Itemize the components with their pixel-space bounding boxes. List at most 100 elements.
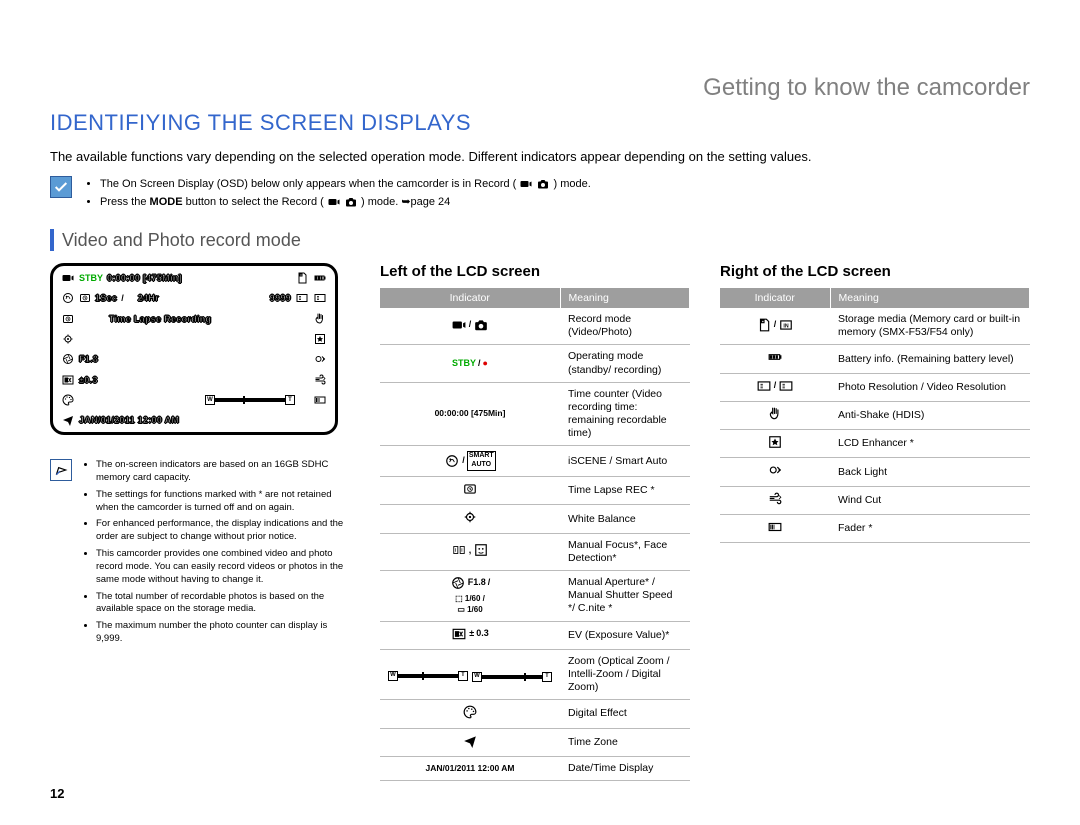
table-row: LCD Enhancer * xyxy=(720,430,1030,458)
res-icon xyxy=(313,292,327,304)
table-row: / Storage media (Memory card or built-in… xyxy=(720,308,1030,345)
indicator-cell xyxy=(720,401,830,429)
note-item: The on-screen indicators are based on an… xyxy=(96,459,350,485)
table-row: WTWTZoom (Optical Zoom / Intelli-Zoom / … xyxy=(380,649,690,699)
info-bullet-1: The On Screen Display (OSD) below only a… xyxy=(100,176,591,193)
lcd-mockup: STBY 0:00:00 [475Min] 1Sec / 24Hr 9999 xyxy=(50,263,338,435)
table-row: Digital Effect xyxy=(380,700,690,728)
timelapse-icon xyxy=(61,313,75,325)
right-table-title: Right of the LCD screen xyxy=(720,263,1030,280)
hand-icon xyxy=(313,313,327,325)
note-item: The total number of recordable photos is… xyxy=(96,591,350,617)
meaning-cell: White Balance xyxy=(560,505,690,533)
accent-bar xyxy=(50,229,54,251)
res-icon xyxy=(295,292,309,304)
indicator-cell xyxy=(720,486,830,514)
fader-icon xyxy=(313,394,327,406)
battery-icon xyxy=(313,272,327,284)
star-icon xyxy=(313,333,327,345)
meaning-cell: Time Lapse REC * xyxy=(560,477,690,505)
table-row: / SMARTAUTOiSCENE / Smart Auto xyxy=(380,446,690,477)
camera-icon xyxy=(344,196,358,208)
indicator-cell xyxy=(380,728,560,756)
meaning-cell: Record mode (Video/Photo) xyxy=(560,308,690,345)
notes-list: The on-screen indicators are based on an… xyxy=(96,459,350,650)
meaning-cell: Manual Focus*, Face Detection* xyxy=(560,533,690,570)
info-bullet-2: Press the MODE button to select the Reco… xyxy=(100,194,591,211)
indicator-cell xyxy=(720,345,830,373)
meaning-cell: Operating mode (standby/ recording) xyxy=(560,345,690,382)
meaning-cell: Digital Effect xyxy=(560,700,690,728)
table-row: ± 0.3EV (Exposure Value)* xyxy=(380,621,690,649)
meaning-cell: Fader * xyxy=(830,514,1030,542)
scene-icon xyxy=(61,292,75,304)
indicator-cell xyxy=(720,514,830,542)
table-row: Wind Cut xyxy=(720,486,1030,514)
timelapse-icon xyxy=(79,292,91,304)
meaning-cell: Wind Cut xyxy=(830,486,1030,514)
page-number: 12 xyxy=(50,786,64,801)
info-box: The On Screen Display (OSD) below only a… xyxy=(50,176,1030,211)
right-indicator-table: Indicator Meaning / Storage media (Memor… xyxy=(720,288,1030,543)
table-row: F1.8 /⬚ 1/60 /▭ 1/60Manual Aperture* / M… xyxy=(380,570,690,621)
indicator-cell: / xyxy=(720,373,830,401)
note-item: For enhanced performance, the display in… xyxy=(96,518,350,544)
fnum: F1.8 xyxy=(79,354,98,364)
timelapse-label: Time Lapse Recording xyxy=(109,314,211,324)
meaning-cell: Photo Resolution / Video Resolution xyxy=(830,373,1030,401)
indicator-cell: STBY / ● xyxy=(380,345,560,382)
plane-icon xyxy=(61,414,75,426)
meaning-cell: Date/Time Display xyxy=(560,756,690,780)
table-row: , Manual Focus*, Face Detection* xyxy=(380,533,690,570)
chapter-title: Getting to know the camcorder xyxy=(703,74,1030,102)
note-item: The maximum number the photo counter can… xyxy=(96,620,350,646)
sec: 1Sec xyxy=(95,293,117,303)
zoom-bar: W T xyxy=(205,396,295,404)
meaning-cell: Back Light xyxy=(830,458,1030,486)
check-icon xyxy=(50,176,72,198)
table-row: Back Light xyxy=(720,458,1030,486)
table-row: STBY / ●Operating mode (standby/ recordi… xyxy=(380,345,690,382)
indicator-cell xyxy=(720,430,830,458)
ev-icon xyxy=(61,374,75,386)
hr: 24Hr xyxy=(138,293,159,303)
th-meaning: Meaning xyxy=(560,288,690,308)
indicator-cell xyxy=(380,505,560,533)
aperture-icon xyxy=(61,353,75,365)
camera-icon xyxy=(536,178,550,190)
th-indicator: Indicator xyxy=(720,288,830,308)
note-item: This camcorder provides one combined vid… xyxy=(96,548,350,586)
indicator-cell xyxy=(720,458,830,486)
meaning-cell: iSCENE / Smart Auto xyxy=(560,446,690,477)
indicator-cell: JAN/01/2011 12:00 AM xyxy=(380,756,560,780)
wind-icon xyxy=(313,374,327,386)
meaning-cell: Time Zone xyxy=(560,728,690,756)
counter: 0:00:00 [475Min] xyxy=(107,273,182,283)
meaning-cell: LCD Enhancer * xyxy=(830,430,1030,458)
indicator-cell: / xyxy=(380,308,560,345)
table-row: Battery info. (Remaining battery level) xyxy=(720,345,1030,373)
indicator-cell: , xyxy=(380,533,560,570)
table-row: Anti-Shake (HDIS) xyxy=(720,401,1030,429)
meaning-cell: Anti-Shake (HDIS) xyxy=(830,401,1030,429)
wb-icon xyxy=(61,333,75,345)
table-row: 00:00:00 [475Min]Time counter (Video rec… xyxy=(380,382,690,446)
meaning-cell: Zoom (Optical Zoom / Intelli-Zoom / Digi… xyxy=(560,649,690,699)
table-row: Time Lapse REC * xyxy=(380,477,690,505)
table-row: JAN/01/2011 12:00 AMDate/Time Display xyxy=(380,756,690,780)
indicator-cell: WTWT xyxy=(380,649,560,699)
card-icon xyxy=(295,272,309,284)
meaning-cell: Battery info. (Remaining battery level) xyxy=(830,345,1030,373)
videocam-icon xyxy=(327,196,341,208)
indicator-cell: / SMARTAUTO xyxy=(380,446,560,477)
info-list: The On Screen Display (OSD) below only a… xyxy=(100,176,591,211)
meaning-cell: Time counter (Video recording time: rema… xyxy=(560,382,690,446)
table-row: / Record mode (Video/Photo) xyxy=(380,308,690,345)
left-table-title: Left of the LCD screen xyxy=(380,263,690,280)
th-meaning: Meaning xyxy=(830,288,1030,308)
table-row: / Photo Resolution / Video Resolution xyxy=(720,373,1030,401)
videocam-icon xyxy=(519,178,533,190)
stby-label: STBY xyxy=(79,273,103,283)
table-row: Fader * xyxy=(720,514,1030,542)
backlight-icon xyxy=(313,353,327,365)
